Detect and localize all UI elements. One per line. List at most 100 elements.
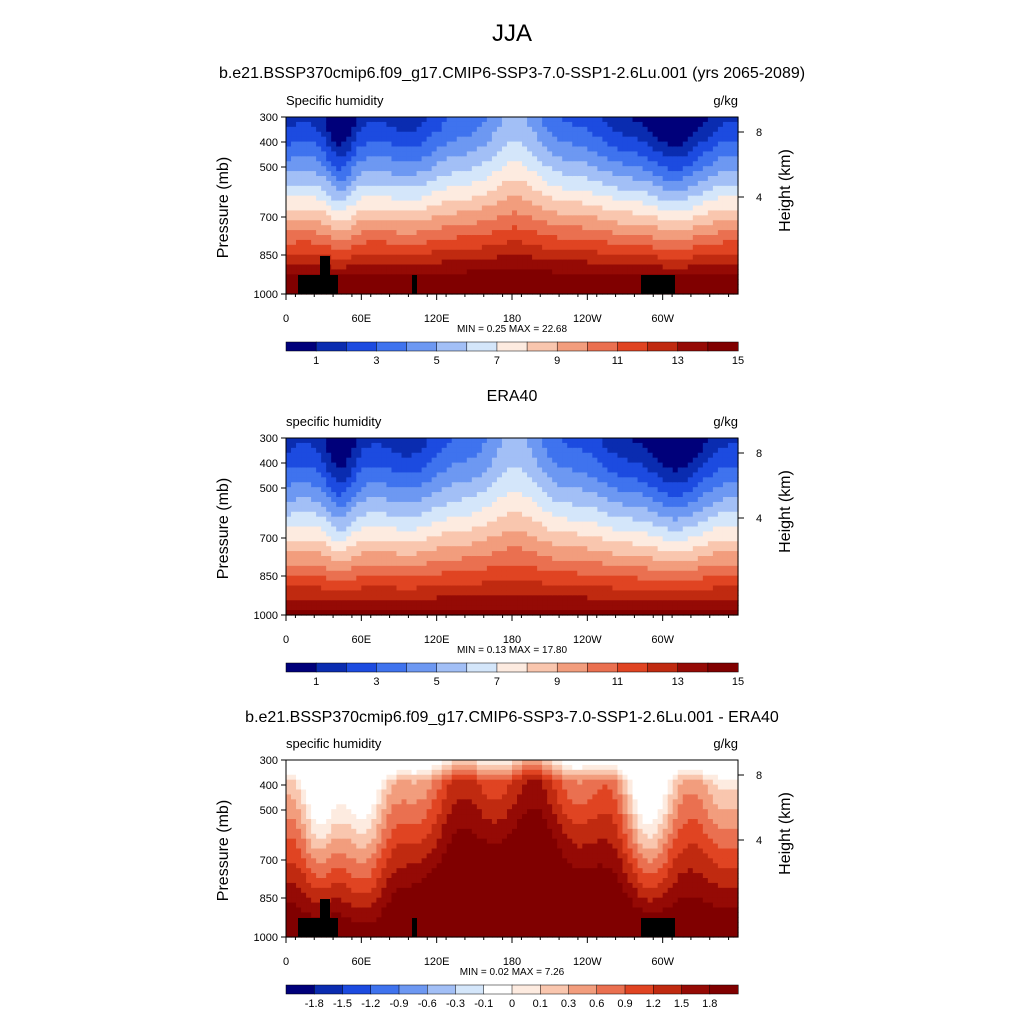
min-max-label: MIN = 0.02 MAX = 7.26 <box>460 967 565 978</box>
colorbar-label: 1 <box>313 676 319 688</box>
colorbar-box <box>526 341 558 352</box>
colorbar-box <box>617 662 649 673</box>
colorbar-label: 3 <box>373 355 379 367</box>
colorbar-box <box>376 341 408 352</box>
colorbar-label: -0.1 <box>474 998 493 1010</box>
colorbar <box>285 662 739 673</box>
x-tick-label: 0 <box>283 313 289 325</box>
y-axis-title: Pressure (mb) <box>215 800 232 901</box>
colorbar-box <box>466 341 498 352</box>
y2-tick-label: 4 <box>756 513 762 525</box>
y-tick-label: 500 <box>260 162 278 174</box>
colorbar-box <box>496 341 528 352</box>
colorbar-label: 1.8 <box>702 998 717 1010</box>
y2-tick-label: 4 <box>756 835 762 847</box>
colorbar-label: 0 <box>509 998 515 1010</box>
topography-mask <box>298 256 675 294</box>
colorbar-box <box>398 984 428 995</box>
x-tick-label: 120E <box>424 956 450 968</box>
colorbar-box <box>707 341 739 352</box>
colorbar-label: 1 <box>313 355 319 367</box>
panel-variable-label: specific humidity <box>286 414 382 429</box>
colorbar-box <box>596 984 626 995</box>
y2-tick-label: 8 <box>756 448 762 460</box>
colorbar-box <box>315 662 347 673</box>
colorbar-box <box>647 341 679 352</box>
colorbar-box <box>406 662 438 673</box>
figure-title: JJA <box>491 20 532 47</box>
colorbar-label: 7 <box>494 355 500 367</box>
colorbar-box <box>427 984 457 995</box>
panel-variable-label: specific humidity <box>286 736 382 751</box>
y-tick-label: 1000 <box>254 610 278 622</box>
colorbar-label: 15 <box>732 676 744 688</box>
colorbar-box <box>587 662 619 673</box>
y-tick-label: 700 <box>260 212 278 224</box>
colorbar-box <box>285 662 317 673</box>
panel-units-label: g/kg <box>713 414 738 429</box>
colorbar-box <box>624 984 654 995</box>
panel-units-label: g/kg <box>713 736 738 751</box>
colorbar-box <box>677 662 709 673</box>
y-tick-label: 850 <box>260 893 278 905</box>
y-tick-label: 850 <box>260 571 278 583</box>
x-tick-label: 60E <box>352 313 372 325</box>
y2-tick-label: 8 <box>756 770 762 782</box>
x-tick-label: 120W <box>573 956 602 968</box>
colorbar-label: -1.5 <box>333 998 352 1010</box>
colorbar-label: -0.3 <box>446 998 465 1010</box>
colorbar-box <box>540 984 570 995</box>
x-tick-label: 120W <box>573 313 602 325</box>
colorbar-box <box>647 662 679 673</box>
y2-axis-title: Height (km) <box>777 149 794 232</box>
colorbar-label: 3 <box>373 676 379 688</box>
y-tick-label: 300 <box>260 433 278 445</box>
panel-title: b.e21.BSSP370cmip6.f09_g17.CMIP6-SSP3-7.… <box>245 709 779 726</box>
colorbar-label: 13 <box>672 355 684 367</box>
y-tick-label: 400 <box>260 458 278 470</box>
x-tick-label: 60W <box>651 313 674 325</box>
y-tick-label: 500 <box>260 483 278 495</box>
y-tick-label: 1000 <box>254 932 278 944</box>
colorbar-box <box>511 984 541 995</box>
y-tick-label: 1000 <box>254 289 278 301</box>
x-tick-label: 180 <box>503 634 521 646</box>
y-axis-title: Pressure (mb) <box>215 157 232 258</box>
colorbar-box <box>346 341 377 352</box>
colorbar-box <box>436 341 468 352</box>
colorbar-box <box>466 662 498 673</box>
colorbar-label: -0.9 <box>390 998 409 1010</box>
x-tick-label: 180 <box>503 313 521 325</box>
colorbar-label: 9 <box>554 355 560 367</box>
colorbar-box <box>709 984 739 995</box>
x-tick-label: 60E <box>352 634 372 646</box>
colorbar-box <box>346 662 377 673</box>
y-tick-label: 400 <box>260 137 278 149</box>
colorbar-box <box>315 341 347 352</box>
x-tick-label: 120W <box>573 634 602 646</box>
colorbar-box <box>587 341 619 352</box>
x-tick-label: 120E <box>424 313 450 325</box>
colorbar-box <box>677 341 709 352</box>
colorbar-box <box>483 984 513 995</box>
colorbar-label: 0.3 <box>561 998 576 1010</box>
colorbar-box <box>314 984 344 995</box>
y-tick-label: 300 <box>260 112 278 124</box>
colorbar-label: 1.5 <box>674 998 689 1010</box>
panel-title: b.e21.BSSP370cmip6.f09_g17.CMIP6-SSP3-7.… <box>219 65 805 82</box>
x-tick-label: 60W <box>651 956 674 968</box>
y-tick-label: 500 <box>260 805 278 817</box>
colorbar-label: 13 <box>672 676 684 688</box>
colorbar-box <box>617 341 649 352</box>
y2-tick-label: 4 <box>756 192 762 204</box>
colorbar-label: 1.2 <box>646 998 661 1010</box>
x-tick-label: 60E <box>352 956 372 968</box>
y-tick-label: 700 <box>260 533 278 545</box>
colorbar-box <box>376 662 408 673</box>
colorbar-label: 7 <box>494 676 500 688</box>
panel-variable-label: Specific humidity <box>286 93 384 108</box>
y-tick-label: 700 <box>260 855 278 867</box>
colorbar-label: 0.9 <box>617 998 632 1010</box>
colorbar-label: 5 <box>434 355 440 367</box>
